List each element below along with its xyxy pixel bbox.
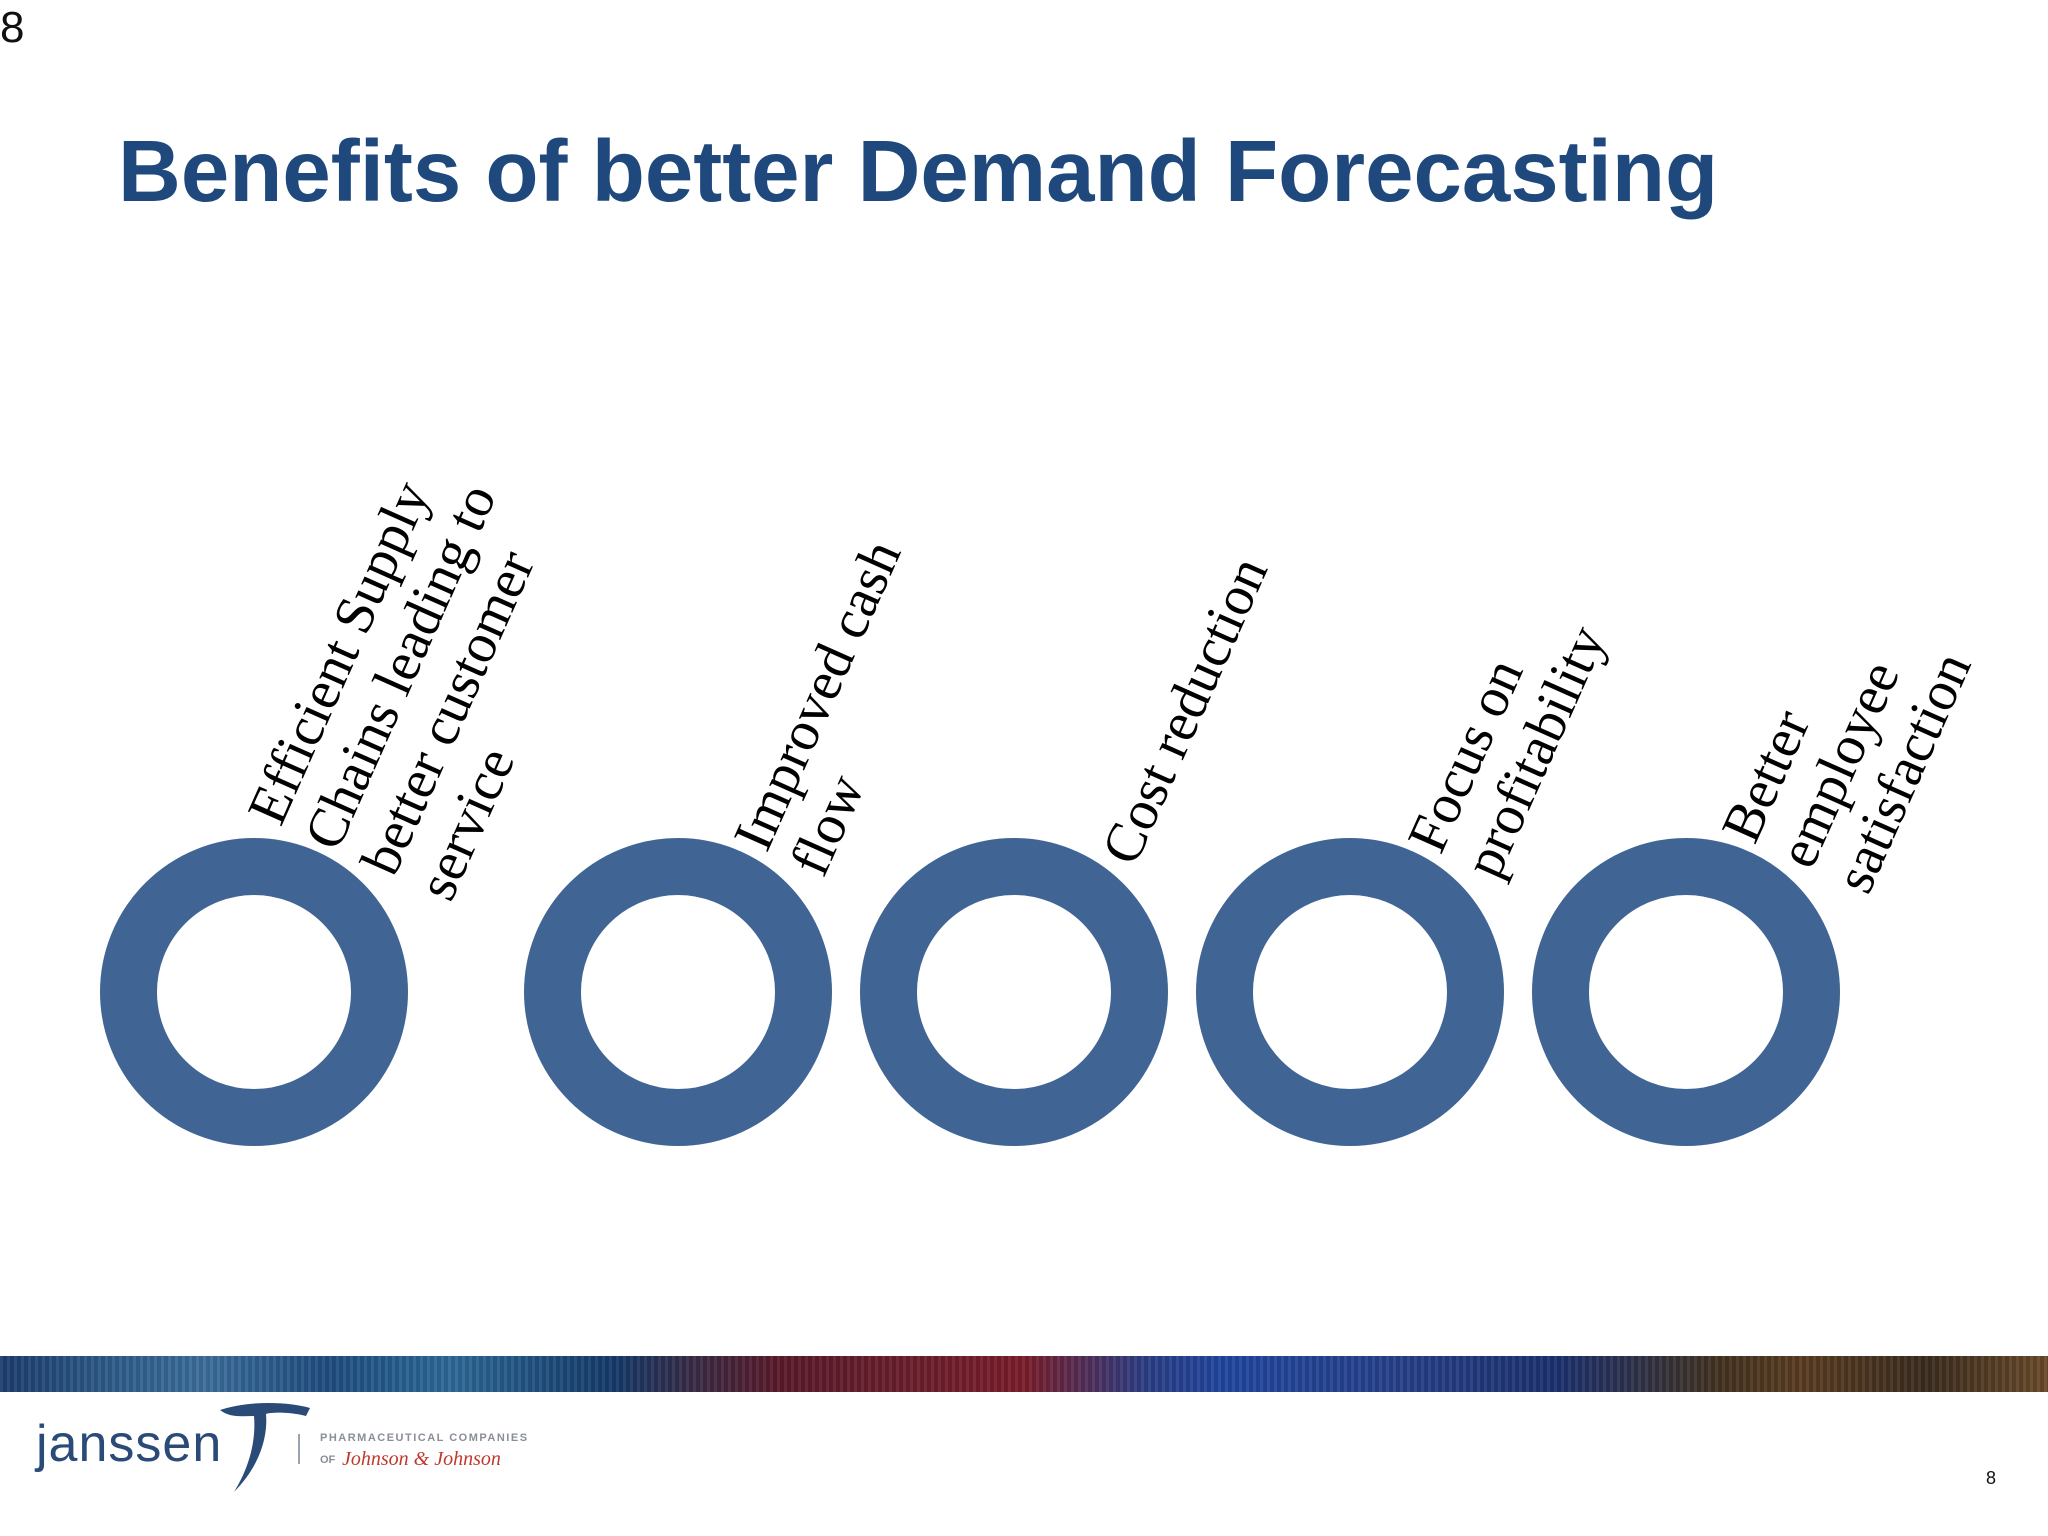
logo-wordmark: janssen — [36, 1415, 223, 1473]
ring-1 — [100, 838, 408, 1146]
logo-of-text: OF — [320, 1454, 336, 1466]
corner-page-number: 8 — [0, 3, 25, 52]
slide-title: Benefits of better Demand Forecasting — [118, 123, 1719, 220]
logo-parent-company: Johnson & Johnson — [342, 1448, 501, 1470]
janssen-logo: janssen PHARMACEUTICAL COMPANIES OF John… — [36, 1396, 556, 1506]
ring-2 — [524, 838, 832, 1146]
page-number: 8 — [1986, 1468, 1997, 1488]
ring-5 — [1532, 838, 1840, 1146]
ring-4 — [1196, 838, 1504, 1146]
decorative-band-texture — [0, 1356, 2048, 1392]
janssen-swoosh-icon — [220, 1403, 310, 1492]
logo-divider — [298, 1434, 300, 1464]
logo-company-line: PHARMACEUTICAL COMPANIES — [320, 1432, 529, 1444]
ring-3 — [860, 838, 1168, 1146]
decorative-band — [0, 1356, 2048, 1392]
